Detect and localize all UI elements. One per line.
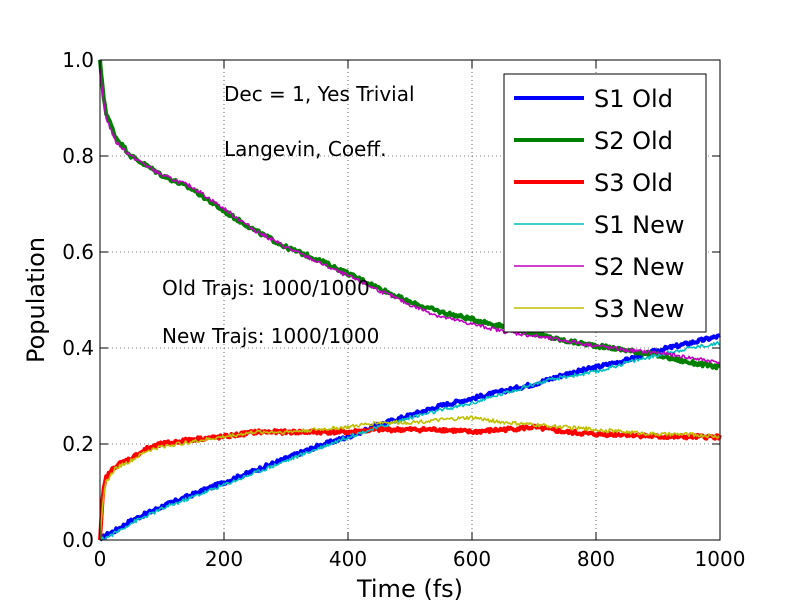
legend-label: S1 Old [594,85,673,113]
x-axis-label: Time (fs) [356,575,463,600]
x-tick-label: 1000 [695,547,746,571]
y-tick-label: 0.4 [62,336,94,360]
x-tick-label: 600 [453,547,491,571]
legend-box [503,73,707,333]
series-line-s1-old [98,333,721,542]
legend-label: S2 New [594,253,684,281]
y-axis-label: Population [22,237,50,363]
y-tick-label: 0.8 [62,144,94,168]
annotation-text: Langevin, Coeff. [224,137,387,161]
annotations: Dec = 1, Yes Trivial Langevin, Coeff. Old … [162,82,415,348]
series-line-s2-new [99,69,721,365]
series-line-s3-new [99,415,721,541]
legend: S1 Old S2 Old S3 Old S1 New S2 New S3 New [503,73,707,333]
annotation-text: New Trajs: 1000/1000 [162,324,379,348]
annotation-text: Dec = 1, Yes Trivial [224,82,415,106]
x-tick-label: 400 [329,547,367,571]
y-tick-label: 1.0 [62,48,94,72]
axis-ticks: 0 200 400 600 800 1000 0.0 0.2 0.4 0.6 0.8 1.0 [62,48,745,571]
y-tick-label: 0.0 [62,528,94,552]
y-tick-label: 0.6 [62,240,94,264]
x-tick-label: 0 [94,547,107,571]
legend-label: S3 New [594,295,684,323]
y-tick-label: 0.2 [62,432,94,456]
series-lines [98,59,722,542]
annotation-text: Old Trajs: 1000/1000 [162,276,370,300]
legend-label: S2 Old [594,127,673,155]
legend-label: S1 New [594,211,684,239]
x-tick-label: 800 [577,547,615,571]
plot-frame [99,59,721,541]
x-tick-label: 200 [205,547,243,571]
legend-label: S3 Old [594,169,673,197]
series-line-s1-new [99,340,721,541]
